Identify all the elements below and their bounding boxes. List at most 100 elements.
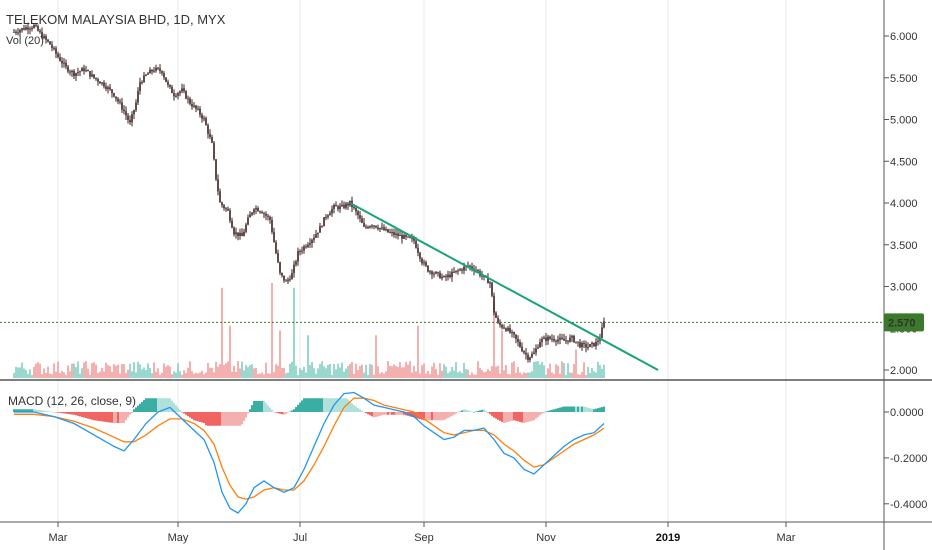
histogram-bar [439, 412, 441, 421]
candle-body [283, 275, 285, 281]
volume-bar [261, 372, 263, 378]
histogram-bar [273, 412, 275, 413]
candle-body [139, 82, 141, 92]
volume-bar [263, 374, 265, 378]
chart-title: TELEKOM MALAYSIA BHD, 1D, MYX [6, 12, 226, 27]
histogram-bar [63, 412, 65, 414]
volume-bar [537, 361, 539, 378]
candle-body [89, 71, 91, 77]
time-axis[interactable]: Mar May Jul Sep Nov 2019 Mar [49, 522, 796, 544]
histogram-bar [213, 412, 215, 426]
volume-bar [269, 373, 271, 378]
candle-body [427, 265, 429, 272]
trendline[interactable] [349, 202, 659, 371]
volume-bar [297, 375, 299, 378]
volume-bar [529, 372, 531, 378]
candle-body [71, 70, 73, 73]
volume-bar [149, 368, 151, 378]
candle-body [137, 91, 139, 103]
volume-bar [541, 362, 543, 378]
histogram-bar [105, 412, 107, 422]
histogram-bar [37, 409, 39, 412]
candle-body [237, 232, 239, 236]
histogram-bar [437, 412, 439, 421]
histogram-bar [261, 400, 263, 412]
volume-bar [411, 372, 413, 378]
candle-body [463, 266, 465, 271]
price-tick-label-8: 2.000 [890, 365, 918, 377]
candle-body [477, 270, 479, 272]
volume-bar [77, 361, 79, 378]
candle-body [143, 75, 145, 83]
candle-body [553, 339, 555, 341]
histogram-bar [61, 412, 63, 414]
candle-body [495, 312, 497, 318]
candle-body [597, 340, 599, 342]
candle-body [411, 237, 413, 239]
candle-body [471, 266, 473, 269]
volume-bar [207, 362, 209, 378]
histogram-bar [479, 410, 481, 412]
volume-bar [45, 372, 47, 378]
volume-bar [483, 372, 485, 378]
histogram-bar [111, 412, 113, 423]
histogram-bar [491, 412, 493, 416]
volume-bar [387, 361, 389, 378]
candle-body [603, 321, 605, 328]
histogram-bar [125, 412, 127, 421]
histogram-bar [181, 412, 183, 413]
candle-body [51, 44, 53, 48]
volume-bar [389, 365, 391, 378]
volume-bar [533, 361, 535, 378]
candle-body [541, 338, 543, 342]
candle-body [401, 235, 403, 239]
volume-bar [455, 362, 457, 378]
volume-bar [587, 366, 589, 378]
histogram-bar [429, 412, 431, 421]
candle-body [545, 337, 547, 341]
volume-bar [447, 373, 449, 378]
histogram-bar [265, 403, 267, 412]
candle-body [217, 179, 219, 192]
volume-bar [229, 325, 231, 378]
candle-body [277, 253, 279, 263]
histogram-bar [291, 410, 293, 412]
candle-body [563, 338, 565, 341]
volume-label: Vol (20) [6, 35, 44, 47]
volume-bar [379, 373, 381, 378]
volume-bar [429, 374, 431, 378]
volume-bar [317, 368, 319, 378]
price-badge-bg [884, 313, 924, 332]
candle-body [161, 71, 163, 74]
candle-body [395, 233, 397, 235]
histogram-bar [361, 410, 363, 412]
candle-body [571, 335, 573, 338]
histogram-bar [475, 411, 477, 412]
histogram-bar [547, 410, 549, 412]
histogram-bar [331, 398, 333, 412]
histogram-bar [575, 406, 577, 412]
candle-body [77, 72, 79, 74]
histogram-bar [177, 407, 179, 412]
volume-bar [349, 364, 351, 378]
histogram-bar [223, 412, 225, 426]
volume-bar [343, 371, 345, 378]
histogram-bar [67, 412, 69, 414]
histogram-bar [389, 412, 391, 415]
macd-axis[interactable]: 0.0000 -0.2000 -0.4000 [884, 407, 927, 511]
histogram-bar [151, 398, 153, 412]
histogram-bar [401, 412, 403, 415]
price-axis[interactable]: 6.0005.5005.0004.5004.0003.5003.0002.500… [884, 31, 918, 377]
volume-bar [545, 374, 547, 378]
volume-bar [47, 366, 49, 378]
candle-body [55, 48, 57, 54]
histogram-bar [297, 404, 299, 412]
volume-bar [215, 361, 217, 378]
histogram-bar [373, 412, 375, 418]
candle-body [461, 269, 463, 271]
volume-bar [367, 374, 369, 378]
macd-label: MACD (12, 26, close, 9) [8, 394, 136, 408]
volume-bar [585, 375, 587, 378]
histogram-bar [85, 412, 87, 419]
